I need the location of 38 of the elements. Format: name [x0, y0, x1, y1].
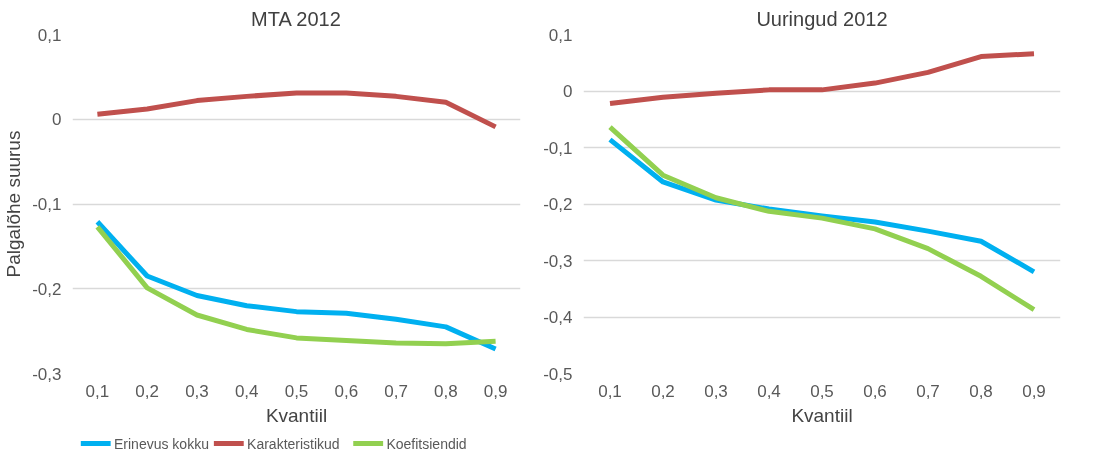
- y-tick-label: -0,1: [32, 195, 62, 214]
- x-axis-title: Kvantiil: [265, 404, 328, 426]
- y-tick-label: -0,4: [543, 308, 573, 327]
- x-tick-label: 0,9: [1022, 381, 1046, 401]
- x-tick-label: 0,9: [483, 381, 508, 401]
- y-tick-label: -0,2: [32, 279, 62, 299]
- x-tick-label: 0,2: [135, 381, 159, 401]
- legend-label: Koefitsiendid: [386, 435, 467, 452]
- x-tick-label: 0,3: [185, 381, 209, 401]
- chart-title: Uuringud 2012: [756, 7, 888, 30]
- x-tick-label: 0,8: [969, 381, 993, 401]
- x-tick-label: 0,3: [704, 381, 728, 401]
- y-tick-label: -0,2: [543, 195, 573, 214]
- x-axis-title: Kvantiil: [791, 404, 853, 426]
- y-tick-label: -0,3: [32, 364, 62, 384]
- y-tick-label: 0,1: [548, 25, 573, 45]
- x-tick-label: 0,1: [598, 381, 622, 401]
- y-tick-label: -0,1: [543, 138, 573, 158]
- x-tick-label: 0,2: [651, 381, 675, 401]
- x-tick-label: 0,4: [757, 381, 781, 401]
- y-tick-label: 0,1: [37, 25, 62, 45]
- y-tick-label: 0: [52, 110, 62, 130]
- y-tick-label: 0: [563, 82, 573, 101]
- x-tick-label: 0,8: [434, 381, 458, 401]
- legend-label: Karakteristikud: [247, 435, 340, 452]
- y-tick-label: -0,3: [543, 251, 573, 271]
- x-tick-label: 0,1: [85, 381, 110, 401]
- x-tick-label: 0,7: [384, 381, 408, 401]
- x-tick-label: 0,6: [863, 381, 887, 401]
- x-tick-label: 0,5: [810, 381, 834, 401]
- x-tick-label: 0,6: [334, 381, 359, 401]
- x-tick-label: 0,5: [284, 381, 309, 401]
- x-tick-label: 0,4: [234, 381, 259, 401]
- chart-title: MTA 2012: [251, 7, 341, 30]
- legend-label: Erinevus kokku: [113, 435, 209, 452]
- y-axis-title: Palgalõhe suurus: [3, 130, 25, 278]
- x-tick-label: 0,7: [916, 381, 940, 401]
- y-tick-label: -0,5: [543, 364, 573, 384]
